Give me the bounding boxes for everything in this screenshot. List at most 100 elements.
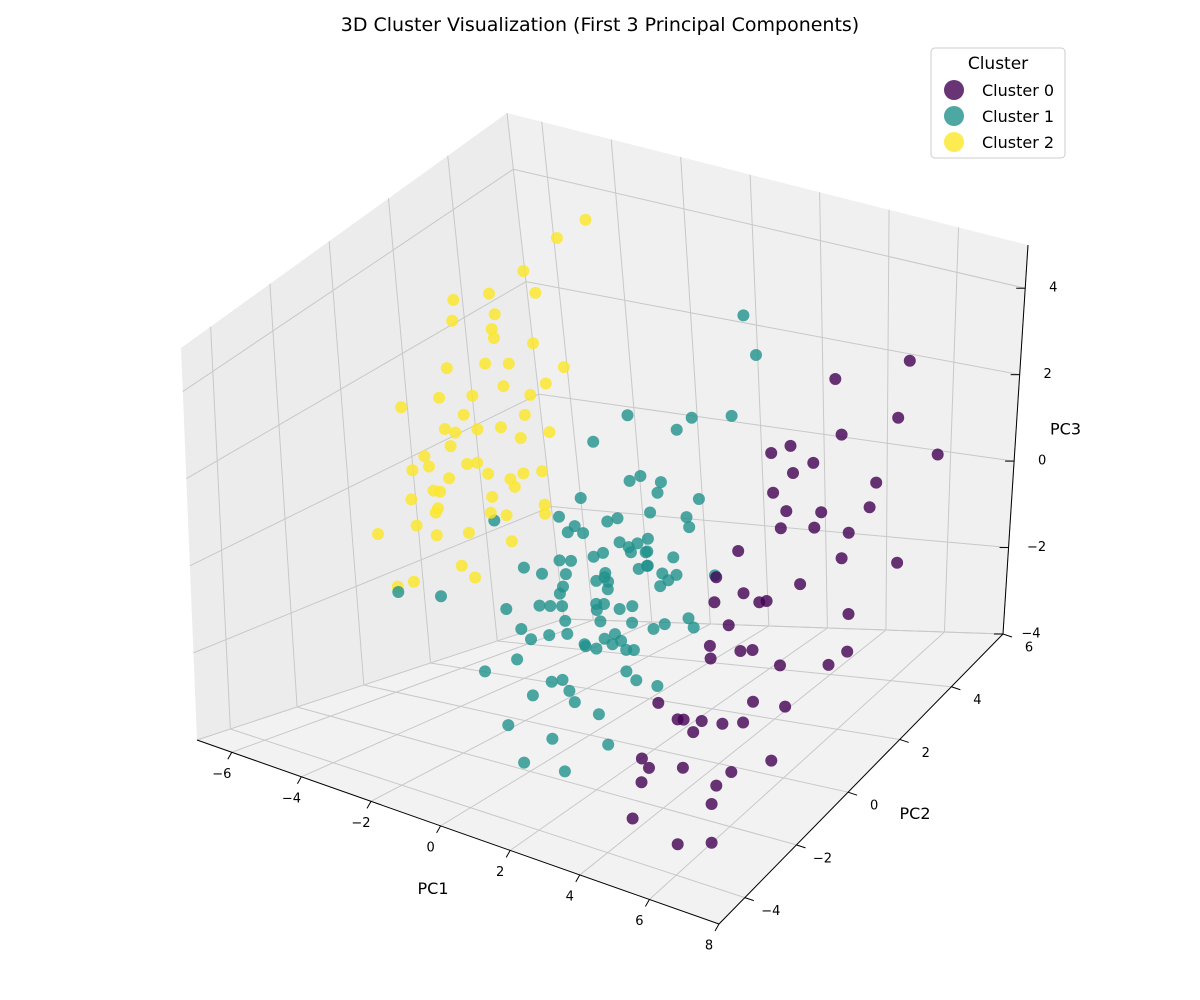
data-point-cluster-2	[539, 377, 552, 390]
y-tick-mark	[744, 897, 754, 902]
axis-lines	[196, 244, 1029, 932]
x-tick-label: −6	[212, 767, 231, 782]
y-tick-label: 2	[922, 746, 930, 761]
data-point-cluster-1	[644, 506, 657, 519]
x-axis-line	[196, 739, 720, 925]
data-point-cluster-1	[631, 537, 644, 550]
data-point-cluster-0	[704, 652, 717, 665]
x-tick-label: 4	[566, 889, 574, 904]
x-tick-label: 8	[705, 939, 713, 954]
data-point-cluster-0	[695, 715, 708, 727]
data-point-cluster-2	[406, 464, 419, 477]
z-axis-label: PC3	[1050, 420, 1081, 439]
data-point-cluster-2	[524, 388, 537, 401]
data-point-cluster-1	[526, 689, 539, 702]
data-point-cluster-0	[705, 836, 718, 849]
data-point-cluster-1	[578, 638, 591, 651]
data-point-cluster-2	[536, 465, 549, 478]
data-point-cluster-0	[747, 695, 759, 708]
data-point-cluster-1	[511, 653, 524, 666]
data-point-cluster-2	[486, 490, 499, 503]
data-point-cluster-0	[732, 545, 745, 557]
data-point-cluster-1	[609, 628, 621, 641]
legend-items: Cluster 0 Cluster 1 Cluster 2	[944, 80, 1054, 152]
data-point-cluster-0	[746, 644, 759, 656]
legend[interactable]: Cluster Cluster 0 Cluster 1 Cluster 2	[930, 47, 1066, 159]
data-point-cluster-1	[682, 612, 695, 625]
data-point-cluster-1	[621, 409, 634, 422]
data-point-cluster-1	[687, 621, 700, 634]
grid-line-x-floor	[649, 631, 945, 900]
grid-line-z-left	[182, 168, 514, 392]
z-tick-label: 2	[1044, 367, 1052, 382]
data-point-cluster-1	[536, 567, 548, 580]
z-tick-label: 0	[1038, 454, 1046, 469]
data-point-cluster-1	[639, 546, 652, 559]
data-point-cluster-1	[670, 568, 683, 581]
axis-panes	[181, 113, 1028, 924]
data-point-cluster-2	[483, 287, 495, 300]
data-point-cluster-1	[641, 532, 654, 545]
data-point-cluster-0	[835, 552, 848, 565]
grid-line-y-floor	[497, 640, 952, 688]
y-tick-mark	[847, 791, 858, 796]
data-point-cluster-1	[559, 568, 572, 581]
y-tick-label: 4	[973, 693, 981, 708]
grid-line-x-floor	[579, 629, 887, 876]
data-point-cluster-1	[626, 600, 639, 613]
data-point-cluster-1	[594, 615, 607, 628]
data-point-cluster-2	[471, 456, 484, 469]
data-point-cluster-1	[592, 708, 605, 721]
grid-line-z-left	[186, 281, 527, 480]
y-tick-label: −2	[813, 851, 832, 866]
y-tick-mark	[951, 686, 961, 691]
data-point-cluster-1	[392, 586, 405, 598]
data-point-cluster-2	[430, 529, 443, 542]
data-point-cluster-0	[780, 505, 793, 518]
x-tick-label: 6	[635, 914, 643, 929]
data-point-cluster-2	[488, 308, 501, 321]
grid-line-y-floor	[230, 728, 745, 899]
grid-line-x-back	[943, 227, 960, 633]
data-point-cluster-0	[784, 439, 797, 452]
grid-line-y-floor	[296, 706, 797, 846]
data-point-cluster-2	[438, 423, 451, 435]
z-tick-label: 4	[1049, 281, 1057, 296]
data-point-cluster-1	[525, 633, 537, 646]
data-point-cluster-1	[479, 665, 491, 678]
data-point-cluster-2	[443, 472, 456, 485]
data-point-cluster-1	[620, 665, 633, 678]
grid-line-z-left	[193, 506, 552, 654]
data-point-cluster-0	[705, 798, 718, 810]
data-point-cluster-2	[485, 323, 498, 336]
data-point-cluster-0	[635, 776, 648, 789]
data-point-cluster-1	[656, 567, 669, 580]
data-point-cluster-0	[626, 812, 639, 825]
data-point-cluster-1	[651, 680, 664, 692]
x-tick-mark	[505, 850, 511, 858]
data-point-cluster-0	[931, 448, 944, 461]
data-point-cluster-1	[502, 719, 515, 732]
data-point-cluster-1	[559, 614, 572, 627]
data-point-cluster-2	[494, 421, 507, 434]
data-point-cluster-0	[737, 716, 750, 729]
back-wall-pane	[507, 113, 1028, 634]
x-tick-label: −4	[282, 791, 301, 806]
x-tick-label: 2	[496, 865, 504, 880]
data-point-cluster-2	[487, 332, 500, 345]
data-point-cluster-1	[500, 603, 513, 615]
z-tick-label: −4	[1021, 627, 1040, 642]
grid-line-x-back	[885, 209, 890, 631]
grid-line-y-left	[269, 283, 298, 708]
data-point-cluster-1	[626, 616, 639, 629]
data-point-cluster-0	[677, 713, 690, 726]
data-point-cluster-2	[527, 337, 539, 350]
data-point-cluster-0	[671, 838, 684, 851]
x-tick-mark	[714, 923, 720, 932]
grid-line-x-back	[680, 156, 711, 625]
floor-pane	[197, 619, 1003, 924]
data-point-cluster-1	[574, 492, 587, 504]
data-point-cluster-1	[613, 603, 626, 615]
data-point-cluster-0	[808, 521, 821, 534]
legend-marker-cluster-0	[944, 80, 964, 100]
